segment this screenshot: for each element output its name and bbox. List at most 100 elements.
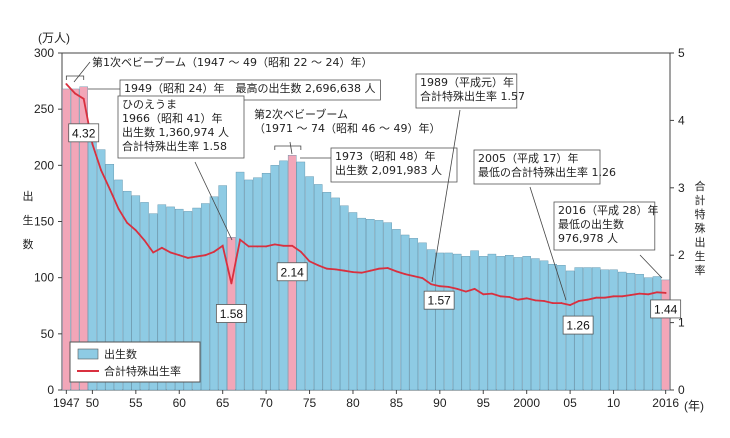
point-fertility-rate — [343, 269, 346, 272]
point-fertility-rate — [595, 296, 598, 299]
x-axis-tick-label: 50 — [86, 396, 100, 410]
value-label-text: 2.14 — [280, 265, 304, 279]
value-label-text: 1.26 — [566, 319, 590, 333]
x-axis-tick-label: 85 — [390, 396, 404, 410]
right-axis-tick-label: 0 — [678, 383, 685, 397]
point-fertility-rate — [247, 245, 250, 248]
x-axis-tick-label: 10 — [607, 396, 621, 410]
line-layer — [65, 83, 667, 307]
legend-line-label: 合計特殊出生率 — [104, 364, 181, 378]
bar-births — [218, 185, 227, 391]
annotation-pointer — [194, 161, 233, 241]
point-fertility-rate — [621, 295, 624, 298]
left-axis-tick-label: 300 — [34, 46, 54, 60]
annotation-box — [553, 201, 656, 251]
point-fertility-rate — [213, 250, 215, 253]
point-fertility-rate — [221, 244, 224, 247]
bar-births — [548, 263, 557, 391]
point-fertility-rate — [273, 243, 276, 246]
value-label-text: 1.44 — [654, 302, 678, 316]
value-label-box — [423, 290, 455, 310]
annotation-text: 最低の合計特殊出生率 1.26 — [478, 165, 616, 179]
annotation-text: （1971 ～ 74（昭和 46 ～ 49）年） — [254, 121, 440, 135]
left-axis-tick-label: 200 — [34, 158, 54, 172]
value-label-box — [562, 315, 594, 335]
bar-births — [652, 276, 662, 391]
bar-births — [609, 269, 618, 391]
annotation-pointer — [73, 61, 91, 83]
bar-births — [305, 176, 314, 391]
bar-births — [192, 207, 201, 391]
point-fertility-rate — [638, 292, 641, 295]
point-fertility-rate — [543, 300, 545, 302]
point-fertility-rate — [395, 270, 398, 273]
bar-births — [96, 149, 106, 391]
annotation-box — [119, 79, 381, 101]
annotation-text: 第2次ベビーブーム — [254, 107, 348, 121]
right-axis-label-char: 特 — [695, 207, 706, 221]
annotation-text: 1966（昭和 41）年 — [122, 111, 223, 125]
x-axis-tick-label: 90 — [433, 396, 447, 410]
point-fertility-rate — [560, 302, 563, 304]
point-fertility-rate — [378, 267, 380, 270]
babyboom2-bracket — [274, 145, 302, 150]
point-fertility-rate — [204, 254, 207, 257]
point-fertility-rate — [317, 264, 320, 267]
value-label-text: 1.58 — [220, 307, 244, 321]
right-axis-tick-label: 5 — [678, 46, 685, 60]
point-fertility-rate — [291, 244, 294, 247]
bar-births — [617, 271, 627, 391]
point-fertility-rate — [456, 288, 459, 290]
point-fertility-rate — [230, 282, 233, 285]
point-fertility-rate — [664, 292, 667, 294]
bar-births — [261, 172, 271, 391]
annotation: 第1次ベビーブーム（1947 ～ 49（昭和 22 ～ 24）年） — [73, 55, 372, 83]
annotation-pointer — [431, 109, 461, 283]
bar-births — [461, 256, 471, 391]
point-fertility-rate — [143, 239, 146, 242]
bar-births — [400, 234, 410, 391]
bar-births — [435, 252, 445, 391]
value-label: 4.32 — [68, 123, 100, 143]
point-fertility-rate — [282, 244, 285, 247]
axes-layer: (万人) (年) 050100150200250300012345出生数合計特殊… — [23, 31, 706, 413]
point-fertility-rate — [195, 255, 198, 258]
annotation-text: 合計特殊出生率 1.57 — [420, 89, 525, 103]
point-fertility-rate — [265, 245, 268, 248]
annotation-text: 出生数 1,360,974 人 — [122, 125, 229, 139]
bar-births — [374, 220, 384, 391]
right-axis-tick-label: 1 — [678, 316, 685, 330]
x-axis-tick-label: 05 — [563, 396, 577, 410]
annotation-text: 出生数 2,091,983 人 — [335, 163, 442, 177]
point-fertility-rate — [551, 302, 554, 304]
bar-births — [357, 217, 366, 391]
bar-births — [505, 254, 514, 391]
right-axis-label-char: 合 — [695, 179, 706, 193]
legend-bar-label: 出生数 — [104, 347, 137, 361]
right-axis-tick-label: 3 — [678, 181, 685, 195]
babyboom1-bracket — [65, 75, 85, 80]
bar-births — [626, 272, 636, 391]
bar-births — [418, 242, 427, 391]
bar-births — [409, 238, 419, 391]
bar-births — [70, 88, 80, 391]
annotation-text: 1989（平成元）年 — [420, 75, 514, 89]
bar-births — [157, 204, 167, 391]
point-fertility-rate — [412, 275, 415, 277]
point-fertility-rate — [82, 97, 85, 100]
point-fertility-rate — [91, 143, 94, 145]
x-axis-tick-label: 80 — [346, 396, 360, 410]
annotation-pointer — [289, 141, 293, 155]
bar-births — [201, 203, 210, 391]
bar-births — [470, 250, 479, 391]
bar-births — [513, 257, 523, 391]
annotation-box — [473, 149, 601, 185]
left-axis-tick-label: 100 — [34, 271, 54, 285]
x-axis-tick-label: 95 — [477, 396, 491, 410]
right-axis-label-char: 出 — [695, 235, 706, 249]
bar-births — [496, 256, 505, 391]
point-fertility-rate — [586, 298, 589, 301]
